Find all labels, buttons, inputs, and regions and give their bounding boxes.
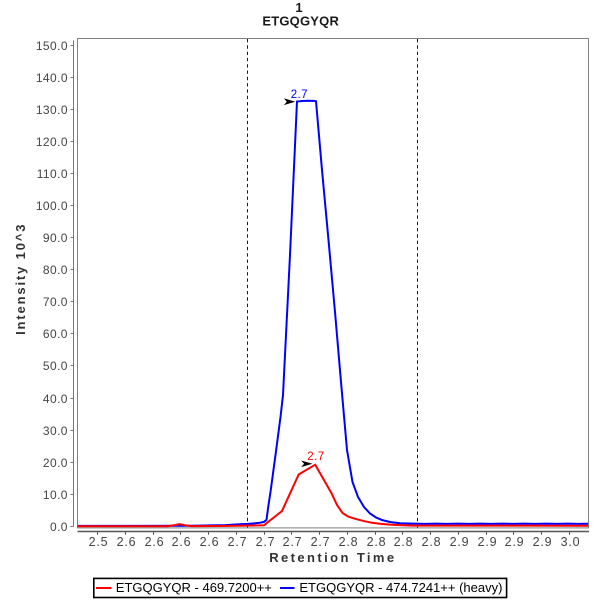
- svg-text:ETGQGYQR - 474.7241++ (heavy): ETGQGYQR - 474.7241++ (heavy): [299, 580, 502, 595]
- svg-text:Intensity 10^3: Intensity 10^3: [13, 223, 28, 335]
- svg-text:130.0: 130.0: [36, 103, 68, 117]
- svg-text:2.6: 2.6: [117, 535, 137, 549]
- svg-text:0.0: 0.0: [50, 520, 68, 534]
- svg-text:100.0: 100.0: [36, 199, 68, 213]
- svg-text:2.9: 2.9: [505, 535, 525, 549]
- svg-text:2.6: 2.6: [145, 535, 165, 549]
- svg-text:2.7: 2.7: [283, 535, 303, 549]
- svg-text:ETGQGYQR - 469.7200++: ETGQGYQR - 469.7200++: [116, 580, 272, 595]
- svg-text:ETGQGYQR: ETGQGYQR: [262, 13, 339, 28]
- svg-text:110.0: 110.0: [37, 167, 68, 181]
- svg-text:50.0: 50.0: [43, 359, 68, 373]
- svg-text:Retention Time: Retention Time: [269, 550, 396, 565]
- svg-text:60.0: 60.0: [43, 327, 68, 341]
- svg-text:2.8: 2.8: [394, 535, 414, 549]
- svg-text:80.0: 80.0: [43, 263, 68, 277]
- svg-text:2.5: 2.5: [89, 535, 109, 549]
- svg-text:2.7: 2.7: [228, 535, 248, 549]
- svg-text:2.9: 2.9: [533, 535, 553, 549]
- svg-text:20.0: 20.0: [43, 456, 68, 470]
- svg-text:2.7: 2.7: [307, 451, 324, 463]
- svg-text:2.9: 2.9: [450, 535, 470, 549]
- svg-text:140.0: 140.0: [36, 71, 68, 85]
- svg-text:90.0: 90.0: [43, 231, 68, 245]
- svg-text:3.0: 3.0: [561, 535, 581, 549]
- svg-text:120.0: 120.0: [36, 135, 68, 149]
- svg-text:2.8: 2.8: [367, 535, 387, 549]
- svg-text:2.7: 2.7: [291, 89, 308, 101]
- svg-text:150.0: 150.0: [36, 39, 68, 53]
- svg-text:2.7: 2.7: [311, 535, 331, 549]
- svg-text:10.0: 10.0: [43, 488, 68, 502]
- svg-text:1: 1: [295, 0, 302, 15]
- svg-text:2.8: 2.8: [422, 535, 442, 549]
- svg-text:2.8: 2.8: [339, 535, 359, 549]
- svg-text:2.7: 2.7: [256, 535, 276, 549]
- svg-text:30.0: 30.0: [43, 424, 68, 438]
- svg-text:2.6: 2.6: [172, 535, 192, 549]
- svg-text:2.6: 2.6: [200, 535, 220, 549]
- svg-text:70.0: 70.0: [43, 295, 68, 309]
- svg-text:2.9: 2.9: [478, 535, 498, 549]
- svg-text:40.0: 40.0: [43, 392, 68, 406]
